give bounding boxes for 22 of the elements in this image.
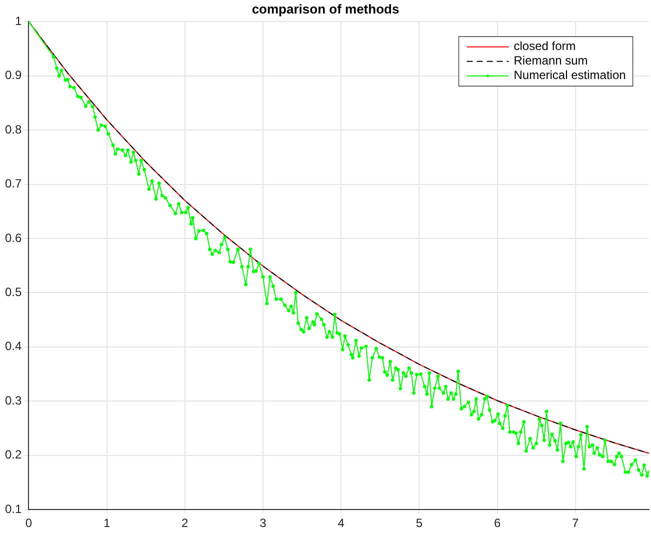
y-tick-label: 0.3 (4, 393, 22, 408)
y-tick-label: 1 (14, 14, 22, 28)
y-tick-label: 0.4 (4, 339, 22, 354)
y-tick-label: 0.1 (4, 502, 22, 516)
y-tick-label: 0.9 (4, 68, 22, 82)
legend-label: closed form (514, 39, 576, 54)
x-tick-label: 7 (572, 516, 580, 530)
y-tick-label: 0.5 (4, 285, 22, 300)
legend-label: Riemann sum (514, 54, 588, 68)
x-tick-label: 0 (25, 516, 32, 530)
y-tick-label: 0.8 (4, 122, 22, 136)
chart-title: comparison of methods (252, 1, 400, 16)
x-tick-label: 3 (260, 516, 267, 530)
x-tick-label: 2 (182, 516, 189, 530)
x-tick-label: 1 (103, 516, 110, 530)
y-tick-label: 0.2 (4, 448, 22, 462)
y-tick-label: 0.6 (4, 230, 22, 245)
x-tick-label: 4 (338, 516, 345, 530)
y-tick-label: 0.7 (4, 176, 22, 191)
x-tick-label: 6 (494, 516, 501, 530)
x-tick-label: 5 (416, 516, 423, 530)
legend-label: Numerical estimation (514, 68, 626, 82)
